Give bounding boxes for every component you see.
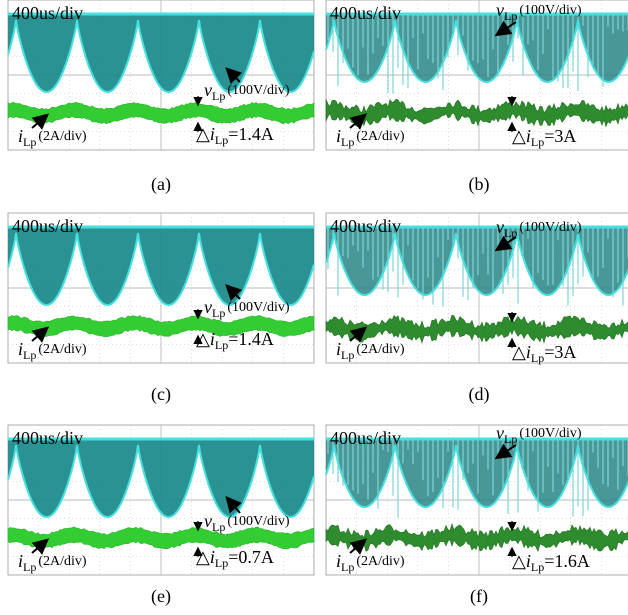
panel-caption: (b) bbox=[469, 174, 490, 195]
ripple-label: △iLp=0.7A bbox=[196, 547, 274, 570]
voltage-label-part: v bbox=[496, 423, 504, 443]
voltage-label-part: Lp bbox=[504, 432, 517, 446]
ripple-label-part: =3A bbox=[544, 342, 576, 362]
ripple-label: △iLp=1.6A bbox=[512, 551, 590, 574]
voltage-label-part: (100V/div) bbox=[227, 83, 290, 98]
timebase-label: 400us/div bbox=[330, 3, 401, 23]
voltage-label-part: v bbox=[496, 217, 504, 237]
ripple-label-part: Lp bbox=[215, 133, 228, 147]
ripple-label-part: Lp bbox=[531, 560, 544, 574]
voltage-label-part: (100V/div) bbox=[519, 3, 582, 18]
scope-panel: 400us/divvLp(100V/div)iLp(2A/div)△iLp=1.… bbox=[8, 213, 314, 363]
current-label-part: Lp bbox=[341, 348, 354, 362]
voltage-label-part: Lp bbox=[212, 520, 225, 534]
ripple-label-part: △ bbox=[512, 551, 526, 571]
voltage-label-part: v bbox=[204, 511, 212, 531]
figure: 400us/divvLp(100V/div)iLp(2A/div)△iLp=1.… bbox=[0, 0, 628, 615]
panel-caption: (e) bbox=[151, 586, 171, 607]
current-label-part: (2A/div) bbox=[38, 129, 87, 144]
timebase-label: 400us/div bbox=[330, 216, 401, 236]
current-label-part: (2A/div) bbox=[356, 129, 405, 144]
voltage-label-part: Lp bbox=[212, 306, 225, 320]
ripple-label-part: =1.6A bbox=[544, 551, 590, 571]
ripple-label-part: =3A bbox=[544, 126, 576, 146]
current-label-part: Lp bbox=[23, 348, 36, 362]
voltage-label-part: v bbox=[204, 80, 212, 100]
voltage-label-part: Lp bbox=[212, 89, 225, 103]
voltage-label-part: (100V/div) bbox=[227, 300, 290, 315]
panel-caption: (c) bbox=[151, 384, 171, 405]
ripple-label-part: =0.7A bbox=[228, 547, 274, 567]
current-label-part: (2A/div) bbox=[38, 342, 87, 357]
timebase-label: 400us/div bbox=[330, 428, 401, 448]
ripple-label-part: Lp bbox=[215, 556, 228, 570]
ripple-label-part: △ bbox=[512, 126, 526, 146]
voltage-label-part: (100V/div) bbox=[519, 220, 582, 235]
timebase-label: 400us/div bbox=[12, 216, 83, 236]
ripple-label-part: =1.4A bbox=[228, 124, 274, 144]
panel-caption: (d) bbox=[469, 384, 490, 405]
current-label-part: Lp bbox=[341, 135, 354, 149]
timebase-label: 400us/div bbox=[12, 428, 83, 448]
ripple-label-part: =1.4A bbox=[228, 329, 274, 349]
panel-caption: (f) bbox=[470, 586, 488, 607]
scope-panel: 400us/divvLp(100V/div)iLp(2A/div)△iLp=1.… bbox=[8, 0, 314, 150]
voltage-label-part: v bbox=[496, 0, 504, 20]
ripple-label: △iLp=1.4A bbox=[196, 329, 274, 352]
voltage-label-part: v bbox=[204, 297, 212, 317]
current-label-part: Lp bbox=[23, 135, 36, 149]
scope-panel: 400us/divvLp(100V/div)iLp(2A/div)△iLp=0.… bbox=[8, 425, 314, 575]
ripple-label-part: △ bbox=[512, 342, 526, 362]
voltage-label-part: (100V/div) bbox=[519, 426, 582, 441]
current-label-part: (2A/div) bbox=[356, 554, 405, 569]
current-label-part: Lp bbox=[341, 560, 354, 574]
voltage-label-part: Lp bbox=[504, 9, 517, 23]
ripple-label-part: Lp bbox=[531, 351, 544, 365]
timebase-label: 400us/div bbox=[12, 3, 83, 23]
ripple-label: △iLp=3A bbox=[512, 342, 576, 365]
panel-caption: (a) bbox=[151, 174, 171, 195]
current-label-part: (2A/div) bbox=[38, 554, 87, 569]
current-label-part: Lp bbox=[23, 560, 36, 574]
voltage-label-part: (100V/div) bbox=[227, 514, 290, 529]
ripple-label: △iLp=1.4A bbox=[196, 124, 274, 147]
current-label-part: (2A/div) bbox=[356, 342, 405, 357]
ripple-label-part: Lp bbox=[215, 338, 228, 352]
ripple-label: △iLp=3A bbox=[512, 126, 576, 149]
ripple-label-part: Lp bbox=[531, 135, 544, 149]
